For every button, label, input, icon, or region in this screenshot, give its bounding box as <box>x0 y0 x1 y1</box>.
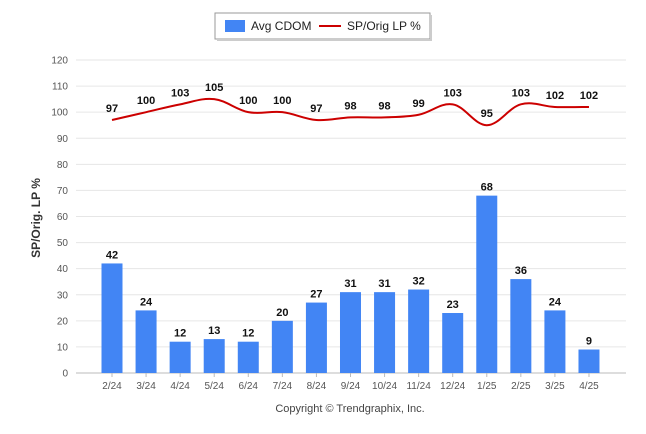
bar-value-label: 36 <box>515 265 527 277</box>
y-tick-label: 90 <box>57 134 69 145</box>
y-tick-label: 100 <box>51 108 68 119</box>
bar <box>237 341 259 373</box>
bar <box>544 310 566 373</box>
y-tick-label: 120 <box>51 56 68 67</box>
bar-value-label: 13 <box>208 325 220 337</box>
bar-value-label: 31 <box>344 278 356 290</box>
y-tick-label: 10 <box>57 342 69 353</box>
y-tick-label: 60 <box>57 212 69 223</box>
line-value-label: 102 <box>580 90 598 102</box>
sp-orig-line <box>111 97 589 127</box>
y-tick-label: 50 <box>57 238 69 249</box>
y-tick-label: 110 <box>52 82 68 93</box>
bar <box>169 341 191 373</box>
x-tick-label: 1/25 <box>477 381 497 392</box>
line-value-label: 100 <box>273 95 291 107</box>
bar <box>339 292 361 373</box>
line-value-label: 98 <box>344 100 356 112</box>
bar-value-label: 32 <box>413 276 425 288</box>
line-value-label: 103 <box>171 87 189 99</box>
y-tick-label: 30 <box>57 290 69 301</box>
x-tick-label: 8/24 <box>307 381 327 392</box>
bar <box>442 313 464 373</box>
x-tick-label: 9/24 <box>341 381 361 392</box>
bar-value-label: 68 <box>481 182 493 194</box>
bar <box>476 195 498 373</box>
line-value-label: 99 <box>413 98 425 110</box>
line-value-label: 100 <box>239 95 257 107</box>
bars <box>101 195 600 373</box>
line-value-label: 100 <box>137 95 155 107</box>
y-tick-label: 70 <box>57 186 69 197</box>
legend-label-sporig: SP/Orig LP % <box>347 19 421 33</box>
bar <box>374 292 396 373</box>
line-value-label: 95 <box>481 108 493 120</box>
legend-label-cdom: Avg CDOM <box>251 19 311 33</box>
bar-value-label: 9 <box>586 336 592 348</box>
bar <box>271 320 293 373</box>
y-axis-ticks: 0 10 20 30 40 50 60 70 80 90 100 110 120 <box>51 56 68 380</box>
bar-value-label: 12 <box>242 328 254 340</box>
bar <box>135 310 157 373</box>
data-labels: 42 24 12 13 12 20 27 31 31 32 23 68 36 24 9 97 100 103 105… <box>106 82 598 347</box>
legend-swatch-cdom <box>225 20 245 32</box>
line-value-label: 105 <box>205 82 223 94</box>
x-tick-label: 10/24 <box>372 381 397 392</box>
x-tick-label: 11/24 <box>406 381 431 392</box>
y-tick-label: 80 <box>57 160 69 171</box>
bar-value-label: 31 <box>378 278 390 290</box>
bar-value-label: 24 <box>549 296 562 308</box>
bar-value-label: 42 <box>106 249 118 261</box>
bar-value-label: 24 <box>140 296 153 308</box>
line-value-label: 103 <box>444 87 462 99</box>
bar <box>510 279 532 373</box>
legend: Avg CDOM SP/Orig LP % <box>214 12 432 41</box>
line-value-label: 97 <box>310 103 322 115</box>
line-value-label: 102 <box>546 90 564 102</box>
x-tick-label: 4/24 <box>170 381 190 392</box>
x-tick-label: 2/25 <box>511 381 531 392</box>
bar-value-label: 20 <box>276 307 288 319</box>
y-tick-label: 0 <box>62 369 68 380</box>
bar <box>101 263 123 373</box>
x-tick-label: 2/24 <box>102 381 122 392</box>
line-value-label: 97 <box>106 103 118 115</box>
x-tick-label: 4/25 <box>579 381 599 392</box>
x-tick-label: 7/24 <box>273 381 293 392</box>
x-tick-label: 5/24 <box>204 381 224 392</box>
line-value-label: 98 <box>378 100 390 112</box>
x-axis-ticks: 2/24 3/24 4/24 5/24 6/24 7/24 8/24 9/24 10/24 11/… <box>102 373 599 392</box>
x-tick-label: 12/24 <box>440 381 465 392</box>
bar-value-label: 12 <box>174 328 186 340</box>
x-tick-label: 3/24 <box>136 381 156 392</box>
y-axis-title: SP/Orig. LP % <box>29 178 43 258</box>
x-tick-label: 6/24 <box>239 381 259 392</box>
y-tick-label: 20 <box>57 316 69 327</box>
copyright-footer: Copyright © Trendgraphix, Inc. <box>275 403 424 415</box>
line-series <box>111 97 589 127</box>
bar <box>305 302 327 373</box>
line-value-label: 103 <box>512 87 530 99</box>
gridlines <box>76 59 626 374</box>
x-tick-label: 3/25 <box>545 381 565 392</box>
bar <box>578 349 600 373</box>
bar <box>203 339 225 373</box>
bar-value-label: 23 <box>447 299 459 311</box>
y-tick-label: 40 <box>57 264 69 275</box>
bar <box>408 289 430 373</box>
bar-value-label: 27 <box>310 289 322 301</box>
